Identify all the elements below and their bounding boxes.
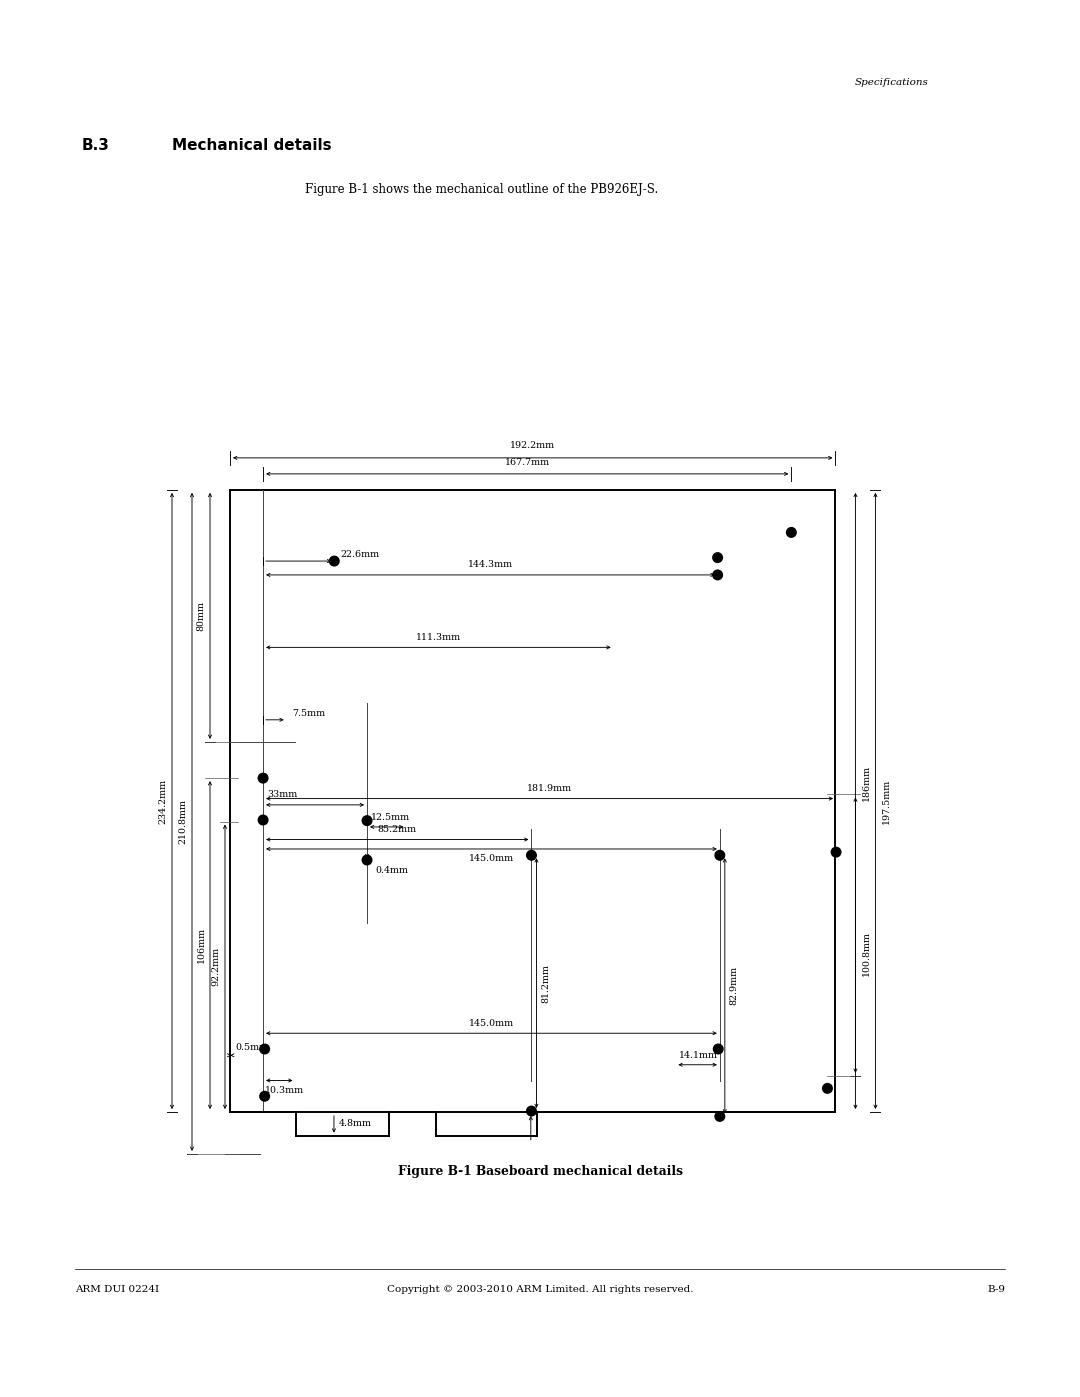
Text: 0.4mm: 0.4mm bbox=[375, 866, 408, 875]
Text: 14.1mm: 14.1mm bbox=[678, 1052, 717, 1060]
Text: 33mm: 33mm bbox=[267, 791, 297, 799]
Text: Copyright © 2003-2010 ARM Limited. All rights reserved.: Copyright © 2003-2010 ARM Limited. All r… bbox=[387, 1284, 693, 1294]
Circle shape bbox=[362, 816, 372, 826]
Text: 80mm: 80mm bbox=[197, 601, 205, 631]
Circle shape bbox=[258, 816, 268, 824]
Text: 145.0mm: 145.0mm bbox=[469, 855, 514, 863]
Text: 144.3mm: 144.3mm bbox=[468, 560, 513, 570]
Text: 192.2mm: 192.2mm bbox=[510, 441, 555, 450]
Text: Figure B-1 Baseboard mechanical details: Figure B-1 Baseboard mechanical details bbox=[397, 1165, 683, 1179]
Text: Figure B-1 shows the mechanical outline of the PB926EJ-S.: Figure B-1 shows the mechanical outline … bbox=[305, 183, 658, 196]
Circle shape bbox=[714, 1044, 723, 1053]
Text: 186mm: 186mm bbox=[862, 764, 870, 800]
Circle shape bbox=[713, 553, 723, 563]
Text: 167.7mm: 167.7mm bbox=[504, 458, 550, 468]
Circle shape bbox=[362, 855, 372, 865]
Text: 81.2mm: 81.2mm bbox=[541, 964, 551, 1003]
Text: 210.8mm: 210.8mm bbox=[178, 799, 188, 844]
Text: Mechanical details: Mechanical details bbox=[172, 137, 332, 152]
Circle shape bbox=[527, 1106, 537, 1116]
Text: Specifications: Specifications bbox=[855, 77, 929, 87]
Text: 145.0mm: 145.0mm bbox=[469, 1018, 514, 1028]
Text: 92.2mm: 92.2mm bbox=[212, 947, 220, 986]
Circle shape bbox=[823, 1084, 833, 1094]
Text: 22.6mm: 22.6mm bbox=[340, 549, 379, 559]
Circle shape bbox=[260, 1044, 269, 1053]
Text: 197.5mm: 197.5mm bbox=[882, 778, 891, 824]
Text: B.3: B.3 bbox=[82, 137, 110, 152]
Text: 234.2mm: 234.2mm bbox=[159, 778, 167, 823]
Circle shape bbox=[715, 1112, 725, 1122]
Circle shape bbox=[258, 774, 268, 782]
Text: 7.5mm: 7.5mm bbox=[293, 710, 326, 718]
Circle shape bbox=[786, 528, 796, 538]
Text: 10.3mm: 10.3mm bbox=[265, 1085, 305, 1095]
Text: 82.9mm: 82.9mm bbox=[730, 967, 739, 1006]
Circle shape bbox=[329, 556, 339, 566]
Text: 100.8mm: 100.8mm bbox=[862, 930, 870, 975]
Text: 4.8mm: 4.8mm bbox=[339, 1119, 372, 1129]
Text: 111.3mm: 111.3mm bbox=[416, 633, 461, 641]
Circle shape bbox=[527, 851, 537, 861]
Text: 85.2mm: 85.2mm bbox=[378, 826, 417, 834]
Text: ARM DUI 0224I: ARM DUI 0224I bbox=[75, 1284, 159, 1294]
Text: 0.5mm: 0.5mm bbox=[235, 1042, 269, 1052]
Circle shape bbox=[713, 570, 723, 580]
Circle shape bbox=[832, 848, 841, 856]
Text: 106mm: 106mm bbox=[197, 928, 205, 963]
Circle shape bbox=[260, 1091, 269, 1101]
Text: 12.5mm: 12.5mm bbox=[372, 813, 410, 823]
Circle shape bbox=[715, 851, 725, 861]
Text: B-9: B-9 bbox=[987, 1284, 1005, 1294]
Text: 181.9mm: 181.9mm bbox=[527, 784, 572, 793]
